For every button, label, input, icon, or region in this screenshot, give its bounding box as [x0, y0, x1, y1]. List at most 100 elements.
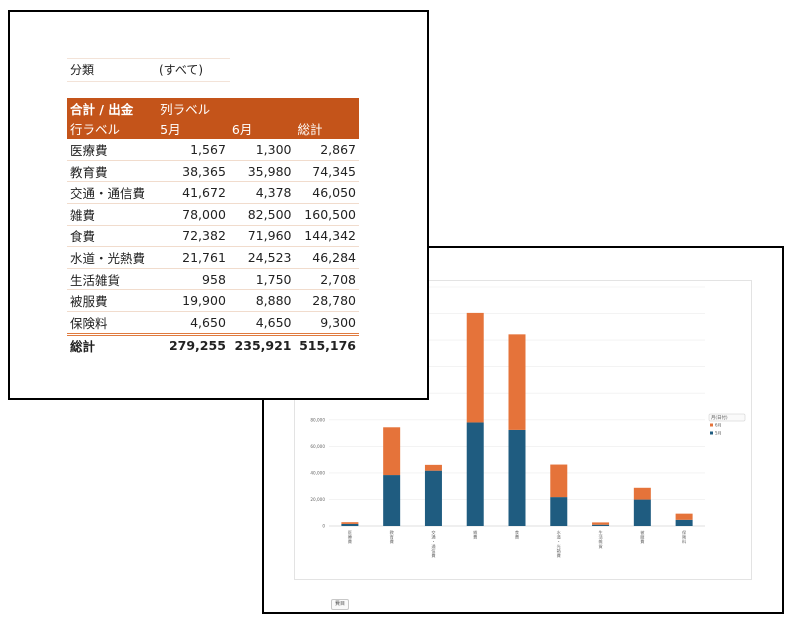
grand-total-may: 279,255	[157, 332, 229, 357]
x-tick-label: 水道・光熱費	[557, 529, 562, 559]
values-header[interactable]: 合計 / 出金	[70, 101, 134, 117]
row-label: 医療費	[67, 139, 158, 161]
bar-segment	[466, 312, 484, 423]
bar-segment	[383, 427, 401, 476]
bar-segment	[633, 499, 651, 526]
legend-label: 5月	[715, 431, 722, 436]
cell-total: 2,867	[294, 139, 359, 161]
cell-may: 78,000	[157, 203, 229, 226]
pivot-table: 合計 / 出金 列ラベル 行ラベル 5月 6月 総計 医療費 1,567 1,3…	[67, 98, 359, 357]
column-header-may[interactable]: 5月	[160, 122, 181, 138]
bar-segment	[592, 522, 610, 525]
cell-total: 46,284	[294, 246, 359, 269]
y-tick-label: 20,000	[310, 497, 325, 502]
cell-may: 4,650	[157, 311, 229, 335]
table-row[interactable]: 医療費 1,567 1,300 2,867	[67, 139, 359, 161]
row-label: 保険料	[67, 311, 158, 335]
cell-may: 958	[157, 268, 229, 291]
y-tick-label: 0	[322, 524, 325, 529]
report-filter[interactable]: 分類 (すべて)	[67, 58, 230, 82]
row-label: 食費	[67, 225, 158, 248]
column-header-total[interactable]: 総計	[297, 122, 323, 138]
cell-total: 74,345	[294, 160, 359, 183]
bar-segment	[675, 519, 693, 526]
cell-june: 1,750	[228, 268, 295, 291]
bar-segment	[341, 522, 359, 524]
table-row[interactable]: 生活雑貨 958 1,750 2,708	[67, 268, 359, 291]
x-tick-label: 被服費	[640, 529, 645, 545]
bar-segment	[466, 422, 484, 526]
cell-may: 1,567	[157, 139, 229, 161]
x-tick-label: 食費	[515, 529, 520, 541]
row-label: 交通・通信費	[67, 181, 158, 204]
bar-segment	[424, 464, 442, 471]
table-row[interactable]: 水道・光熱費 21,761 24,523 46,284	[67, 246, 359, 269]
cell-may: 38,365	[157, 160, 229, 183]
table-row[interactable]: 被服費 19,900 8,880 28,780	[67, 289, 359, 312]
table-row[interactable]: 保険料 4,650 4,650 9,300	[67, 311, 359, 335]
bar-segment	[424, 470, 442, 526]
filter-value[interactable]: (すべて)	[159, 63, 204, 77]
legend-title: 月(日付)	[711, 414, 728, 421]
table-row[interactable]: 食費 72,382 71,960 144,342	[67, 225, 359, 248]
bar-segment	[633, 487, 651, 500]
filter-label: 分類	[70, 63, 95, 77]
cell-total: 28,780	[294, 289, 359, 312]
row-label: 雑費	[67, 203, 158, 226]
field-button-category[interactable]: 費目	[331, 599, 350, 610]
x-tick-label: 医療費	[348, 530, 353, 545]
cell-may: 21,761	[157, 246, 229, 269]
row-label: 教育費	[67, 160, 158, 183]
bar-segment	[675, 513, 693, 520]
cell-june: 4,378	[228, 181, 295, 204]
cell-june: 82,500	[228, 203, 295, 226]
cell-june: 4,650	[228, 311, 295, 335]
bar-segment	[341, 523, 359, 526]
cell-total: 9,300	[294, 311, 359, 335]
bar-segment	[508, 334, 526, 430]
y-tick-label: 40,000	[310, 470, 325, 475]
bar-segment	[592, 524, 610, 526]
row-label: 被服費	[67, 289, 158, 312]
bar-segment	[550, 497, 568, 526]
pivot-table-window: 分類 (すべて) 合計 / 出金 列ラベル 行ラベル 5月 6月 総計 医療費 …	[8, 10, 429, 400]
table-row[interactable]: 教育費 38,365 35,980 74,345	[67, 160, 359, 183]
table-row[interactable]: 交通・通信費 41,672 4,378 46,050	[67, 181, 359, 204]
bar-segment	[383, 475, 401, 526]
cell-may: 41,672	[157, 181, 229, 204]
legend-swatch	[710, 423, 713, 427]
cell-may: 72,382	[157, 225, 229, 248]
y-tick-label: 80,000	[310, 417, 325, 422]
table-row[interactable]: 雑費 78,000 82,500 160,500	[67, 203, 359, 226]
column-header-june[interactable]: 6月	[231, 122, 253, 138]
cell-june: 35,980	[228, 160, 295, 183]
cell-june: 71,960	[228, 225, 295, 248]
cell-total: 2,708	[294, 268, 359, 291]
cell-june: 8,880	[228, 289, 295, 312]
x-tick-label: 生活雑貨	[598, 529, 602, 550]
legend-field-button	[708, 413, 746, 422]
x-tick-label: 教育費	[390, 529, 395, 545]
bar-segment	[508, 429, 526, 526]
grand-total-june: 235,921	[228, 332, 295, 357]
row-label: 生活雑貨	[67, 268, 158, 291]
cell-total: 144,342	[294, 225, 359, 248]
grand-total-label: 総計	[67, 332, 158, 357]
cell-total: 46,050	[294, 181, 359, 204]
bar-segment	[550, 464, 568, 498]
row-label: 水道・光熱費	[67, 246, 158, 269]
y-tick-label: 60,000	[310, 444, 325, 449]
cell-total: 160,500	[294, 203, 359, 226]
grand-total-row[interactable]: 総計 279,255 235,921 515,176	[67, 332, 359, 357]
cell-june: 24,523	[228, 246, 295, 269]
row-labels-header[interactable]: 行ラベル	[70, 122, 121, 138]
cell-june: 1,300	[228, 139, 295, 161]
cell-may: 19,900	[157, 289, 229, 312]
x-tick-label: 交通・通信費	[431, 529, 436, 559]
column-labels-header[interactable]: 列ラベル	[160, 101, 211, 117]
grand-total-total: 515,176	[294, 332, 359, 357]
legend-swatch	[710, 431, 713, 435]
legend-label: 6月	[715, 423, 722, 428]
x-tick-label: 保険料	[682, 529, 687, 545]
x-tick-label: 雑費	[473, 529, 477, 541]
